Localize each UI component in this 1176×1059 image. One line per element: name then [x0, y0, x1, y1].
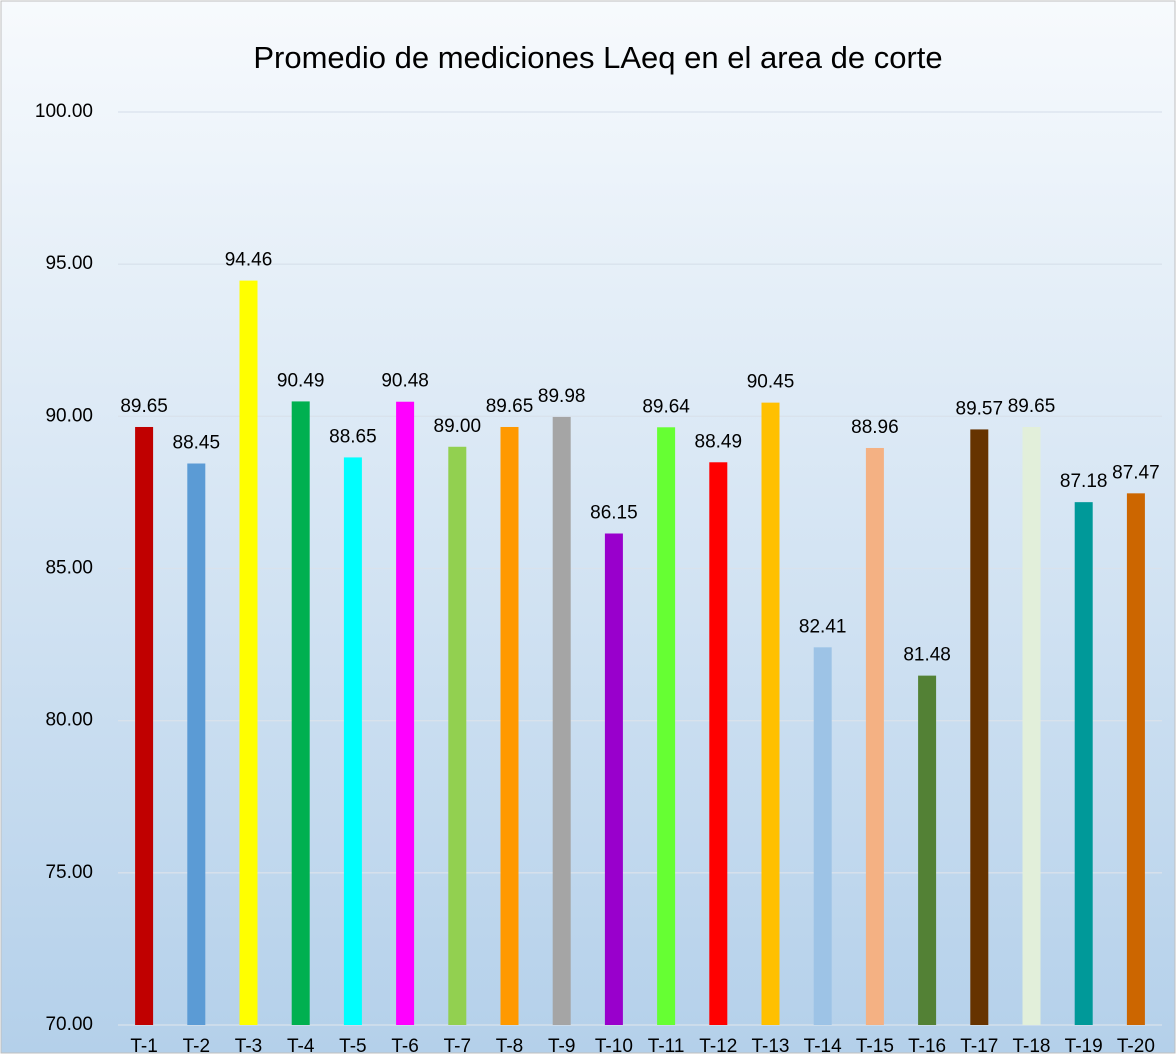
x-tick-label: T-1 — [130, 1036, 157, 1054]
x-tick-label: T-14 — [804, 1036, 842, 1054]
bar — [970, 429, 989, 1025]
y-tick-label: 90.00 — [45, 405, 93, 426]
y-tick-label: 75.00 — [45, 862, 93, 883]
chart-title: Promedio de mediciones LAeq en el area d… — [253, 40, 942, 75]
bar — [761, 402, 780, 1026]
data-label: 88.45 — [173, 433, 221, 454]
bar — [709, 462, 728, 1025]
bar — [1126, 493, 1145, 1025]
bar — [448, 446, 467, 1025]
x-tick-label: T-15 — [856, 1036, 894, 1054]
x-tick-label: T-10 — [595, 1036, 633, 1054]
y-tick-label: 85.00 — [45, 558, 93, 579]
bar — [396, 401, 415, 1025]
x-tick-label: T-7 — [444, 1036, 471, 1054]
data-label: 94.46 — [225, 250, 273, 271]
x-tick-label: T-4 — [287, 1036, 315, 1054]
x-tick-label: T-17 — [960, 1036, 998, 1054]
data-label: 82.41 — [799, 616, 847, 637]
bar — [813, 647, 832, 1025]
data-label: 89.65 — [120, 396, 168, 417]
bar — [187, 463, 206, 1025]
data-label: 88.96 — [851, 417, 899, 438]
bar — [918, 675, 937, 1025]
data-label: 89.65 — [1008, 396, 1056, 417]
x-tick-label: T-6 — [391, 1036, 418, 1054]
y-tick-label: 70.00 — [45, 1014, 93, 1035]
data-label: 89.57 — [956, 398, 1004, 419]
data-label: 88.65 — [329, 426, 377, 447]
data-label: 87.47 — [1112, 462, 1160, 483]
x-tick-label: T-16 — [908, 1036, 946, 1054]
bar — [552, 416, 571, 1025]
data-label: 90.48 — [381, 371, 429, 392]
data-label: 87.18 — [1060, 471, 1108, 492]
x-tick-label: T-8 — [496, 1036, 523, 1054]
x-tick-label: T-11 — [648, 1036, 685, 1054]
bar — [291, 401, 310, 1025]
x-tick-label: T-2 — [183, 1036, 210, 1054]
data-label: 89.64 — [642, 396, 690, 417]
x-tick-label: T-9 — [548, 1036, 575, 1054]
data-label: 90.49 — [277, 370, 325, 391]
bar — [239, 280, 258, 1025]
bar — [135, 426, 154, 1025]
x-tick-label: T-19 — [1065, 1036, 1103, 1054]
data-label: 89.00 — [434, 416, 482, 437]
y-tick-label: 80.00 — [45, 710, 93, 731]
x-tick-label: T-12 — [699, 1036, 737, 1054]
y-tick-label: 95.00 — [45, 253, 93, 274]
x-tick-label: T-13 — [751, 1036, 789, 1054]
data-label: 88.49 — [695, 431, 743, 452]
x-tick-label: T-3 — [235, 1036, 262, 1054]
x-tick-label: T-18 — [1012, 1036, 1050, 1054]
data-label: 89.65 — [486, 396, 534, 417]
data-label: 90.45 — [747, 372, 795, 393]
data-label: 81.48 — [903, 645, 951, 666]
x-tick-label: T-5 — [339, 1036, 366, 1054]
data-label: 89.98 — [538, 386, 586, 407]
bar — [500, 426, 519, 1025]
bar — [865, 447, 884, 1025]
x-tick-label: T-20 — [1117, 1036, 1155, 1054]
bar — [343, 457, 362, 1025]
data-label: 86.15 — [590, 503, 638, 524]
y-tick-label: 100.00 — [35, 101, 93, 122]
bar — [1022, 426, 1041, 1025]
bar — [1074, 502, 1093, 1025]
bar — [657, 427, 676, 1026]
bar — [604, 533, 623, 1025]
